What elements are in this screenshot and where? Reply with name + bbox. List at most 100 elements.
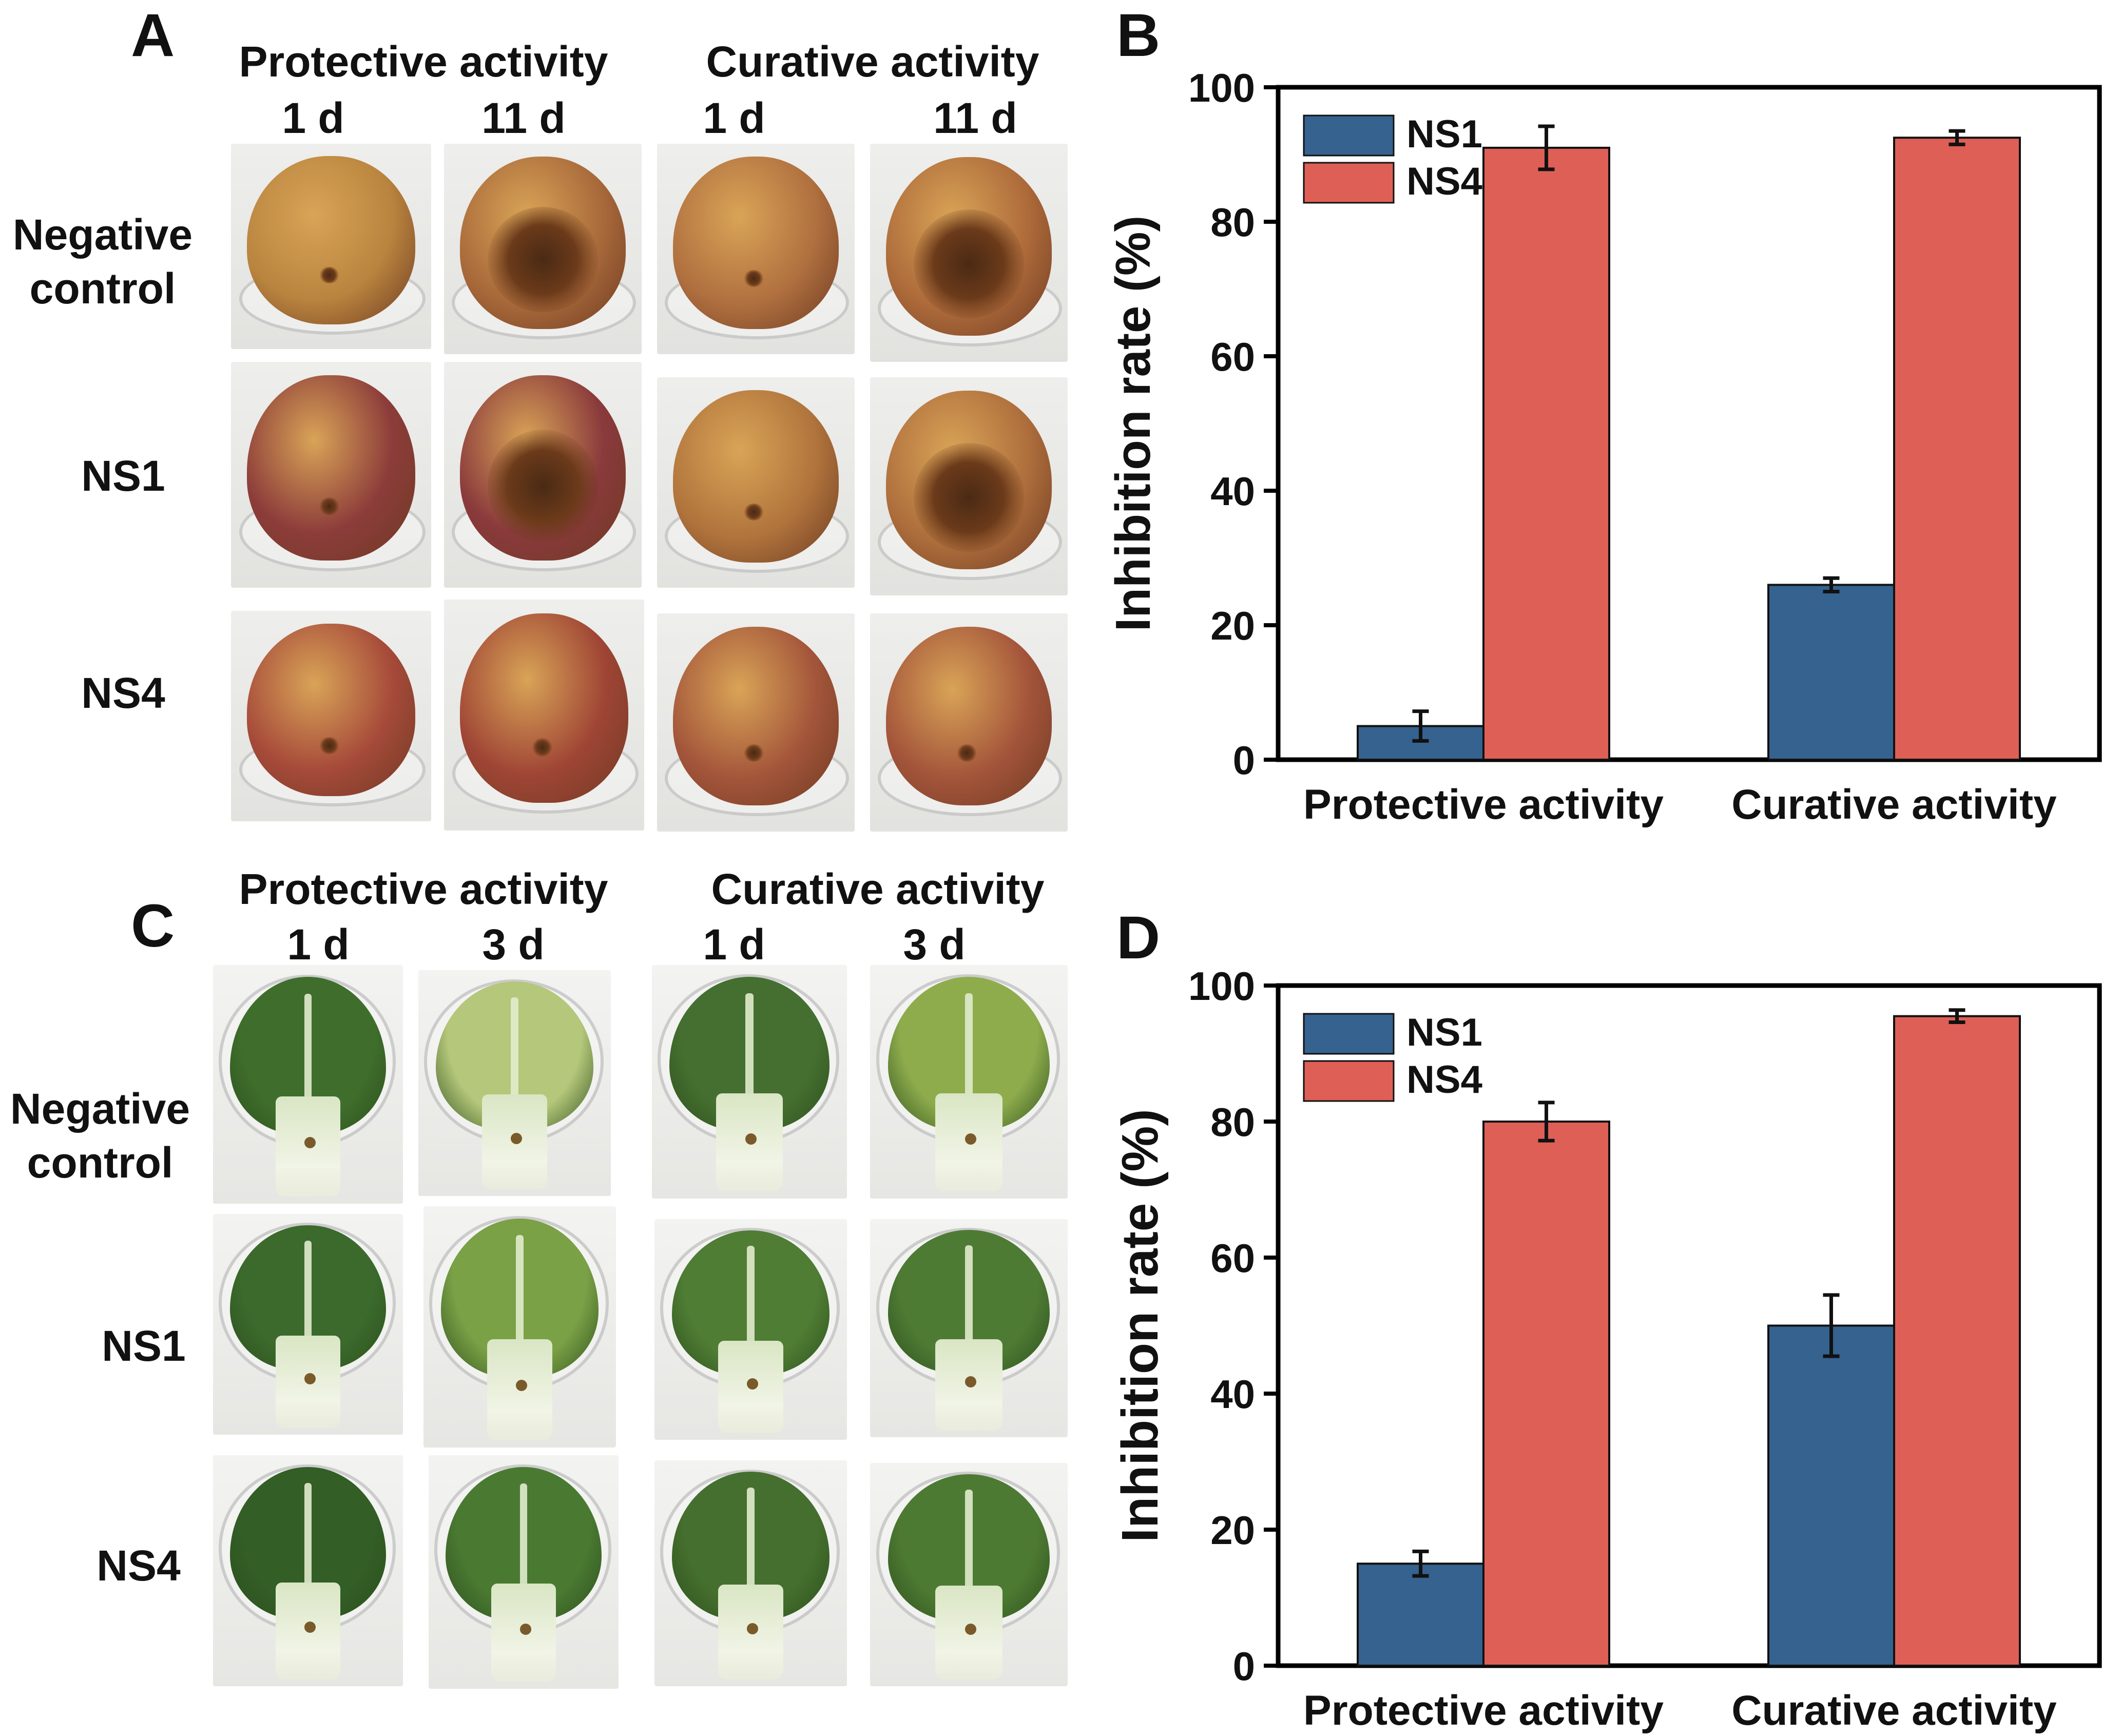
wound-site [516, 1380, 527, 1392]
y-tick-label: 0 [1233, 1644, 1255, 1689]
x-tick-label-0: Protective activity [1303, 781, 1664, 828]
legend-label-ns4: NS4 [1406, 1058, 1482, 1102]
a-row-label-negative-control: Negative control [12, 210, 193, 313]
a-header-curative: Curative activity [706, 37, 1039, 86]
y-tick-label: 100 [1188, 963, 1255, 1009]
chart-d: 0 20 40 60 80 100 Inhibition rate (%) Protectiv… [1111, 963, 2102, 1734]
wound-site [747, 1623, 758, 1634]
x-tick-label-0: Protective activity [1303, 1687, 1664, 1734]
bar-ns4-0 [1482, 146, 1610, 761]
legend-swatch-ns1 [1303, 114, 1395, 157]
c-day-label-2: 3 d [482, 920, 545, 969]
a-day-label-4: 11 d [933, 94, 1017, 142]
apple [247, 375, 415, 561]
apple [672, 626, 839, 805]
x-tick-label-1: Curative activity [1731, 1687, 2057, 1734]
apple-photo-negative-control-protective-11d [444, 144, 642, 354]
apple-photo-ns4-protective-11d [444, 600, 644, 831]
y-tick-label: 40 [1210, 469, 1255, 514]
apple-photo-ns1-curative-11d [870, 377, 1068, 595]
leaf-midrib [516, 1235, 524, 1356]
apple-photo-ns1-curative-1d [657, 377, 855, 588]
leaf-midrib [304, 993, 312, 1113]
y-tick-label: 0 [1233, 738, 1255, 783]
y-tick-label: 20 [1210, 1508, 1255, 1553]
apple-photo-ns4-protective-1d [231, 611, 431, 821]
leaf-midrib [965, 1245, 973, 1355]
a-day-label-2: 11 d [481, 94, 566, 142]
apple-photo-ns1-protective-1d [231, 362, 431, 588]
a-day-label-3: 1 d [703, 94, 765, 142]
wound-site [319, 267, 339, 283]
wound-site [519, 1623, 531, 1635]
wound-site [304, 1622, 316, 1633]
wound-site [965, 1624, 976, 1635]
chart-b: 0 20 40 60 80 100 Inhibition rate (%) Protectiv… [1106, 65, 2102, 828]
y-tick-label: 80 [1210, 1100, 1255, 1145]
legend-swatch-ns1 [1303, 1013, 1395, 1055]
c-header-protective: Protective activity [239, 865, 608, 913]
wound-site [965, 1133, 976, 1145]
legend-label-ns1: NS1 [1406, 112, 1482, 156]
y-tick-label: 80 [1210, 200, 1255, 245]
leaf-photo-ns1-protective-1d [213, 1214, 403, 1435]
wound-site [965, 1376, 976, 1387]
leaf-midrib [747, 1487, 755, 1600]
plot-frame [1276, 983, 2102, 1668]
leaf-midrib [519, 1483, 528, 1600]
apple-photo-ns4-curative-11d [870, 613, 1068, 832]
bar-ns4-0 [1482, 1121, 1610, 1667]
y-tick-label: 60 [1210, 1236, 1255, 1281]
c-day-label-4: 3 d [903, 920, 966, 969]
leaf-photo-negative-control-protective-1d [213, 965, 403, 1204]
c-header-curative: Curative activity [711, 865, 1045, 913]
leaf-photo-ns4-protective-3d [429, 1455, 619, 1689]
wound-site [304, 1373, 316, 1384]
y-tick-label: 100 [1188, 65, 1255, 110]
bar-ns4-1 [1893, 137, 2021, 761]
y-tick-label: 20 [1210, 603, 1255, 648]
bar-ns1-1 [1767, 584, 1895, 761]
leaf-photo-ns4-curative-1d [654, 1460, 847, 1686]
leaf-midrib [304, 1240, 312, 1351]
wound-site [745, 1133, 757, 1145]
leaf-midrib [965, 1490, 973, 1602]
bar-ns1-1 [1767, 1324, 1895, 1667]
panel-letter-a: A [131, 2, 175, 69]
wound-site [747, 1378, 758, 1390]
apple-photo-ns4-curative-1d [657, 613, 855, 832]
a-row-label-ns1: NS1 [81, 452, 165, 500]
wound-site [744, 270, 764, 287]
leaf-photo-ns1-curative-3d [870, 1219, 1068, 1437]
y-axis-label: Inhibition rate (%) [1111, 1109, 1169, 1542]
apple-photo-ns1-protective-11d [444, 362, 642, 588]
legend-swatch-ns4 [1303, 1060, 1395, 1102]
rot-lesion [913, 442, 1025, 552]
wound-site [511, 1132, 522, 1144]
leaf-midrib [745, 993, 754, 1110]
panel-letter-c: C [131, 892, 175, 960]
c-row-label-ns4: NS4 [97, 1541, 181, 1590]
a-row-label-ns4: NS4 [81, 669, 165, 717]
leaf-midrib [511, 997, 518, 1110]
legend-swatch-ns4 [1303, 162, 1395, 204]
wound-site [744, 744, 764, 762]
wound-site [744, 504, 764, 520]
wound-site [304, 1136, 316, 1148]
apple [672, 156, 839, 329]
y-axis-label: Inhibition rate (%) [1106, 216, 1161, 632]
leaf-photo-ns4-curative-3d [870, 1463, 1068, 1686]
leaf-midrib [965, 993, 973, 1110]
c-row-label-ns1: NS1 [102, 1322, 186, 1370]
leaf-photo-ns1-curative-1d [654, 1219, 847, 1440]
y-tick-label: 40 [1210, 1372, 1255, 1417]
a-day-label-1: 1 d [282, 94, 344, 142]
x-tick-label-1: Curative activity [1731, 781, 2057, 828]
apple [247, 623, 415, 796]
apple-photo-negative-control-curative-1d [657, 144, 855, 354]
plot-frame [1276, 85, 2102, 762]
a-header-protective: Protective activity [239, 37, 608, 86]
leaf-midrib [747, 1245, 755, 1356]
c-day-label-1: 1 d [287, 920, 350, 969]
bar-ns4-1 [1893, 1015, 2021, 1667]
